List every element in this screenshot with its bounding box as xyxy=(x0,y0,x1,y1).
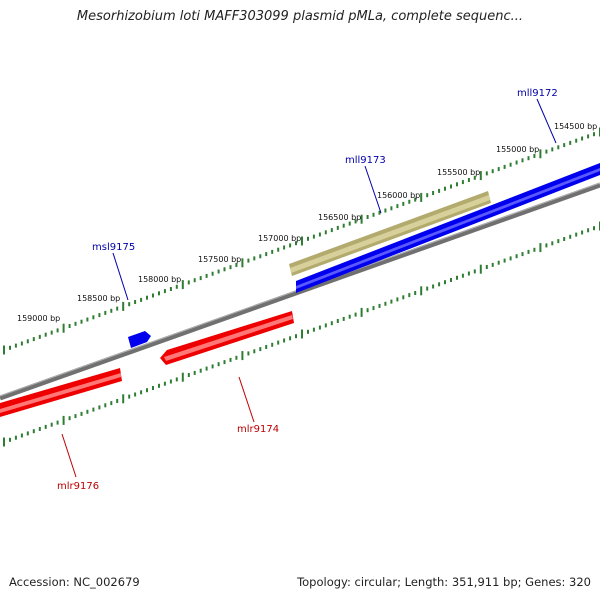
label-leaders xyxy=(61,98,557,478)
gene-mll9172-bar-shine xyxy=(296,168,600,289)
gene-mll9173[interactable] xyxy=(289,191,491,276)
leader-mlr9174 xyxy=(238,376,255,423)
map-title: Mesorhizobium loti MAFF303099 plasmid pM… xyxy=(76,9,524,24)
scale-labels: 154500 bp 155000 bp 155500 bp 156000 bp … xyxy=(17,122,597,323)
scale-label-155000: 155000 bp xyxy=(496,145,539,154)
leader-msl9175 xyxy=(112,252,129,301)
inner-tick-track xyxy=(3,221,600,447)
gene-label-msl9175[interactable]: msl9175 xyxy=(92,242,135,253)
gene-label-mll9173[interactable]: mll9173 xyxy=(345,155,386,166)
scale-label-157500: 157500 bp xyxy=(198,255,241,264)
leader-mll9173 xyxy=(364,165,382,214)
leader-mll9172 xyxy=(536,98,557,144)
accession-label: Accession: NC_002679 xyxy=(9,575,140,589)
gene-mlr9176[interactable] xyxy=(0,368,122,417)
leader-mlr9176 xyxy=(61,433,77,478)
scale-label-159000: 159000 bp xyxy=(17,314,60,323)
gene-labels: mll9172 mll9173 msl9175 mlr9174 mlr9176 xyxy=(57,88,558,492)
gene-label-mlr9174[interactable]: mlr9174 xyxy=(237,424,279,435)
topology-stats: Topology: circular; Length: 351,911 bp; … xyxy=(297,575,591,589)
gene-mll9172[interactable] xyxy=(296,163,600,293)
gene-label-mll9172[interactable]: mll9172 xyxy=(517,88,558,99)
gene-mlr9174-arrow-shine xyxy=(164,315,293,361)
plasmid-backbone xyxy=(0,182,600,401)
scale-label-158000: 158000 bp xyxy=(138,275,181,284)
gene-msl9175-arrow[interactable] xyxy=(128,331,151,348)
gene-label-mlr9176[interactable]: mlr9176 xyxy=(57,481,99,492)
scale-label-156500: 156500 bp xyxy=(318,213,361,222)
scale-label-156000: 156000 bp xyxy=(377,191,420,200)
scale-label-158500: 158500 bp xyxy=(77,294,120,303)
gene-mlr9176-bar-shine xyxy=(0,373,121,413)
gene-mll9173-bar-shine xyxy=(290,195,490,273)
gene-mlr9174[interactable] xyxy=(160,311,294,365)
scale-label-155500: 155500 bp xyxy=(437,168,480,177)
scale-label-157000: 157000 bp xyxy=(258,234,301,243)
gene-msl9175[interactable] xyxy=(128,331,151,348)
scale-label-154500: 154500 bp xyxy=(554,122,597,131)
outer-tick-track xyxy=(3,127,600,355)
